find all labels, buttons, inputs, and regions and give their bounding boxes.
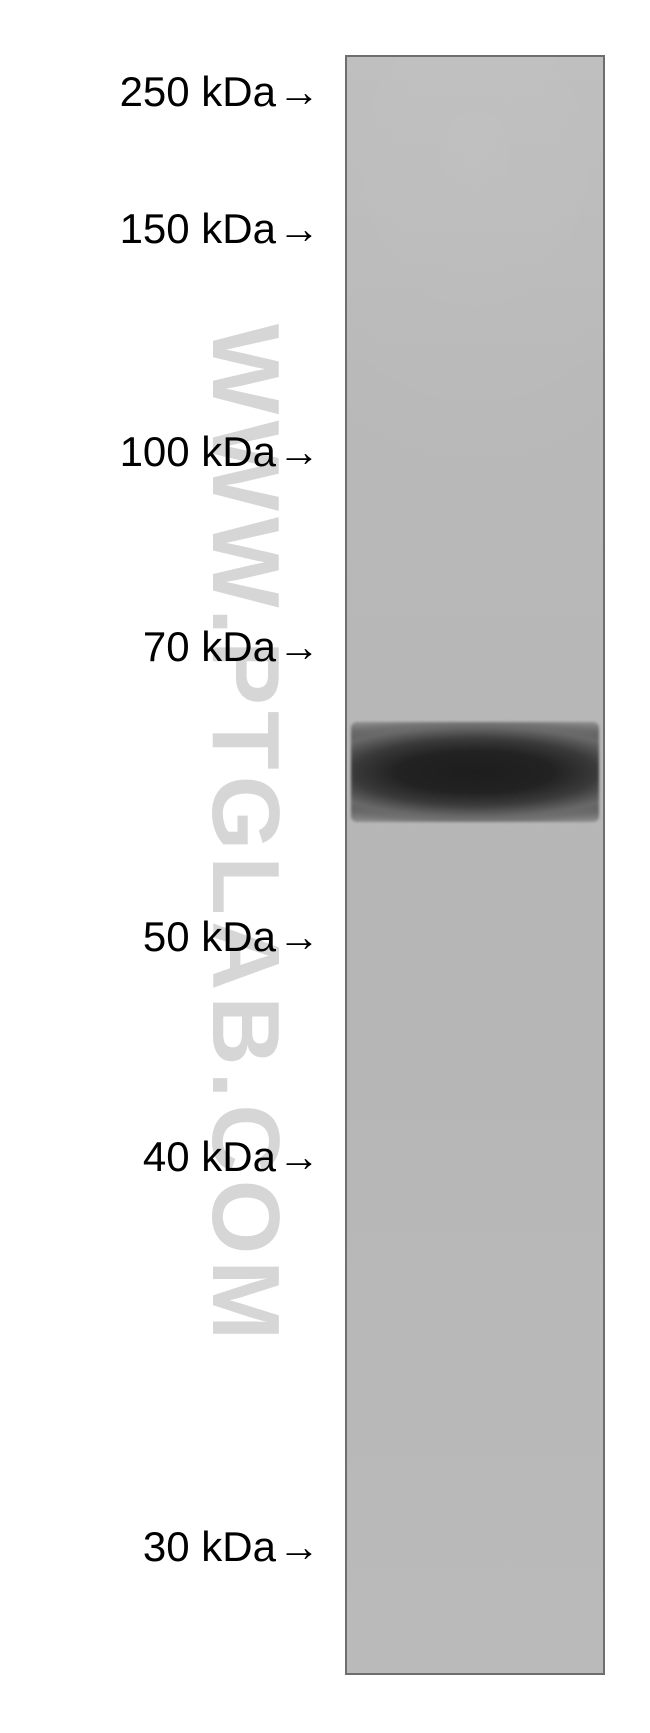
- arrow-icon: →: [278, 623, 320, 671]
- marker-label: 100 kDa →: [120, 428, 320, 476]
- marker-text: 100 kDa: [120, 428, 276, 476]
- protein-band: [351, 722, 599, 822]
- marker-label: 40 kDa →: [143, 1133, 320, 1181]
- marker-text: 150 kDa: [120, 205, 276, 253]
- marker-label: 150 kDa →: [120, 205, 320, 253]
- lane-background: [347, 57, 603, 1673]
- arrow-icon: →: [278, 428, 320, 476]
- marker-labels-column: 250 kDa → 150 kDa → 100 kDa → 70 kDa → 5…: [0, 55, 330, 1675]
- arrow-icon: →: [278, 68, 320, 116]
- marker-label: 250 kDa →: [120, 68, 320, 116]
- arrow-icon: →: [278, 913, 320, 961]
- marker-text: 70 kDa: [143, 623, 276, 671]
- marker-text: 50 kDa: [143, 913, 276, 961]
- marker-label: 30 kDa →: [143, 1523, 320, 1571]
- arrow-icon: →: [278, 1133, 320, 1181]
- marker-text: 250 kDa: [120, 68, 276, 116]
- marker-label: 50 kDa →: [143, 913, 320, 961]
- marker-label: 70 kDa →: [143, 623, 320, 671]
- marker-text: 40 kDa: [143, 1133, 276, 1181]
- marker-text: 30 kDa: [143, 1523, 276, 1571]
- blot-lane: [345, 55, 605, 1675]
- blot-container: WWW.PTGLAB.COM 250 kDa → 150 kDa → 100 k…: [0, 55, 650, 1675]
- arrow-icon: →: [278, 205, 320, 253]
- arrow-icon: →: [278, 1523, 320, 1571]
